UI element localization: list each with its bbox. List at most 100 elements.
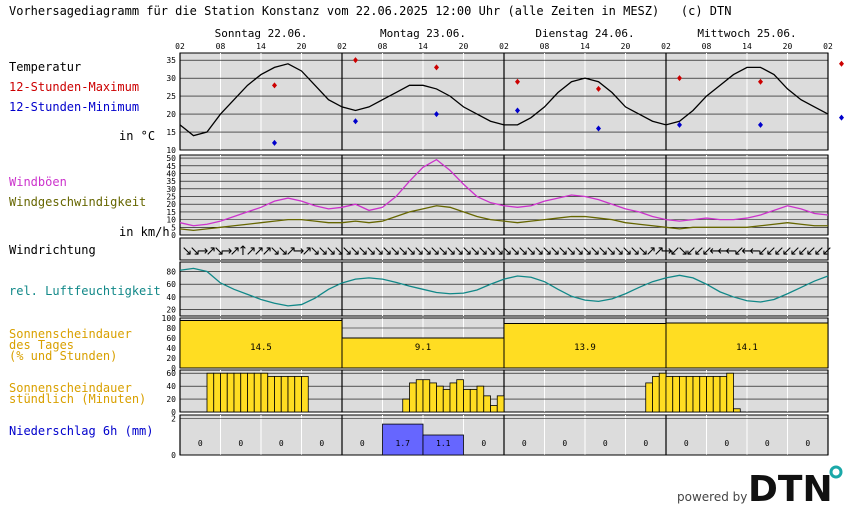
y-tick: 25 [166,92,176,101]
day-label: Mittwoch 25.06. [697,27,796,40]
sun-hourly-bar [490,405,498,413]
wind-arrow: ↘ [534,244,545,259]
temperature-unit: in °C [119,129,156,143]
sun-hourly-bar [456,379,464,413]
sun-hourly-bar [652,376,660,413]
y-tick: 20 [166,110,176,119]
hour-tick: 02 [661,42,671,51]
wind-arrow: ↘ [358,244,369,259]
wind-arrow: ↘ [454,244,465,259]
wind-arrow: ↘ [470,244,481,259]
wind-arrow: ↗ [654,244,665,259]
y-tick: 30 [166,74,176,83]
wind-arrow: ↘ [310,244,321,259]
y-tick: 80 [166,324,176,333]
powered-by-text: powered by [677,490,748,504]
wind-arrow: ← [718,244,729,259]
y-tick: 0 [171,451,176,460]
wind-arrow: ↘ [438,244,449,259]
wind-arrow: ↘ [558,244,569,259]
sun-hourly-bar [692,376,701,413]
wind-arrow: ← [742,244,753,259]
wind-arrow: ↙ [686,244,697,259]
hour-tick: 20 [783,42,793,51]
max-marker [353,57,358,64]
sun-hourly-bar [706,376,714,413]
sun-daily-value: 13.9 [574,343,596,353]
wind-arrow: ↗ [206,244,217,259]
y-tick: 20 [166,354,176,363]
sun-hourly-bar [483,395,491,413]
wind-arrow: ↘ [406,244,417,259]
hour-tick: 02 [337,42,347,51]
wind-arrow: ↘ [430,244,441,259]
sun-hourly-bar [733,408,741,413]
humidity-line [179,267,829,307]
wind-arrow: ↙ [774,244,785,259]
sun-hourly-bar [220,372,228,413]
hour-tick: 20 [621,42,631,51]
precip-bar [422,434,464,456]
sun-hourly-bar [712,376,721,413]
wind-arrow: ↘ [374,244,385,259]
y-tick: 35 [166,56,176,65]
wind-arrow: ↘ [526,244,537,259]
wind-arrow: ↘ [390,244,401,259]
wind-arrow: ↘ [542,244,553,259]
hour-tick: 20 [297,42,307,51]
wind-arrow: ↘ [214,244,225,259]
hour-tick: 08 [378,42,388,51]
sun-hourly-bar [496,395,505,413]
hour-tick: 14 [742,42,752,51]
max-marker [515,78,520,85]
wind-arrow: ↗ [262,244,273,259]
hour-tick: 20 [459,42,469,51]
y-tick: 40 [166,382,176,391]
wind-arrow: ↗ [646,244,657,259]
temperature-label: Temperatur [9,60,82,74]
precip-value: 0 [198,439,203,448]
wind-arrow: ↘ [630,244,641,259]
sun-hourly-bar [658,372,667,413]
wind-arrow: ↘ [550,244,561,259]
wind-arrow: ← [726,244,737,259]
max-marker [272,82,277,89]
min-marker [353,118,358,125]
y-tick: 60 [166,334,176,343]
day-label: Sonntag 22.06. [215,27,308,40]
wind-arrow: ↘ [326,244,337,259]
wind-arrow: ↘ [494,244,505,259]
y-tick: 60 [166,280,176,289]
min-marker [758,121,763,128]
y-tick: 45 [166,162,176,171]
wind-arrow: ← [750,244,761,259]
sun-daily-value: 9.1 [415,343,431,353]
wind-arrow: ↙ [790,244,801,259]
y-tick: 20 [166,306,176,315]
precip-value: 0 [279,439,284,448]
y-tick: 80 [166,268,176,277]
precip-value: 0 [562,439,567,448]
max-label: 12-Stunden-Maximum [9,80,140,94]
sun-hourly-bar [699,376,707,413]
y-tick: 20 [166,200,176,209]
sun-hourly-label: Sonnenscheindauer stündlich (Minuten) [9,382,146,405]
min-marker [839,114,844,121]
precip-value: 0 [684,439,689,448]
y-tick: 30 [166,185,176,194]
wind-arrow: ↘ [518,244,529,259]
precip-label: Niederschlag 6h (mm) [9,424,154,438]
page-title: Vorhersagediagramm für die Station Konst… [9,4,731,18]
sun-hourly-bar [679,376,687,413]
wind-arrow: ↑ [238,244,249,259]
wind-arrow: ↙ [734,244,745,259]
wind-arrow: ↘ [270,244,281,259]
sun-hourly-bar [645,382,653,413]
wind-arrow: ↘ [334,244,345,259]
wind-arrow: ↗ [246,244,257,259]
y-tick: 0 [171,364,176,373]
wind-arrow: ↘ [382,244,393,259]
wind-arrow: ↘ [462,244,473,259]
humidity-label: rel. Luftfeuchtigkeit [9,284,161,298]
sun-daily-label-1: Sonnenscheindauer [9,327,132,341]
